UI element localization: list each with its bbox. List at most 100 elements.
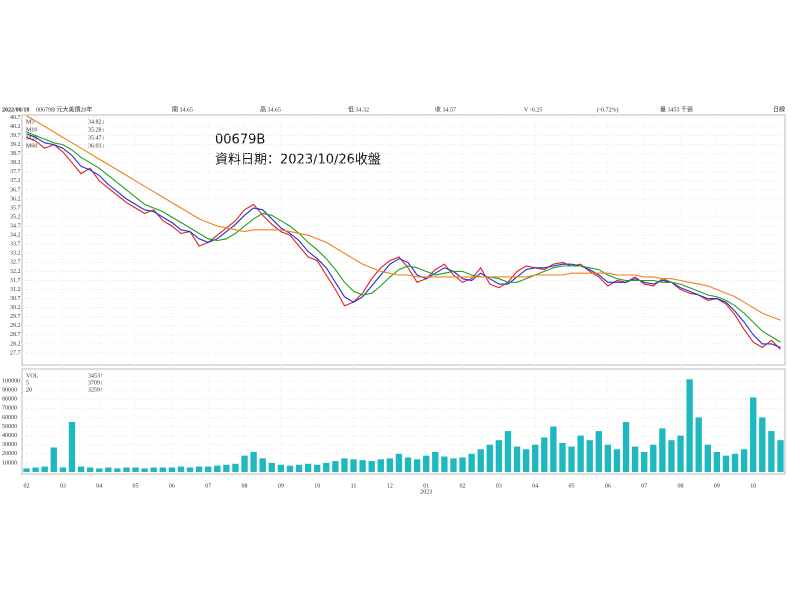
volume-bar — [541, 437, 548, 472]
volume-tick-label: 100000 — [2, 378, 20, 384]
volume-tick-label: 40000 — [2, 433, 17, 439]
y-tick-label: 27.7 — [10, 350, 21, 356]
volume-bar — [259, 458, 266, 472]
price-frame — [21, 114, 786, 366]
volume-bar — [668, 440, 675, 472]
volume-bar — [659, 428, 666, 472]
volume-bar — [314, 464, 321, 472]
volume-bar — [350, 459, 357, 472]
x-tick-label: 09 — [714, 483, 720, 489]
volume-bar — [86, 467, 94, 472]
ma-line — [26, 136, 781, 350]
volume-legend: 5 — [26, 380, 29, 386]
x-tick-label: 04 — [96, 483, 102, 489]
y-tick-label: 30.2 — [10, 305, 21, 311]
y-tick-label: 31.7 — [10, 278, 21, 284]
header-item: 日線 — [773, 105, 785, 113]
volume-bar — [223, 464, 230, 472]
y-tick-label: 28.2 — [10, 341, 21, 347]
volume-bar — [395, 453, 403, 472]
y-tick-label: 32.2 — [10, 269, 21, 275]
header-item: 2022/08/18 — [2, 107, 29, 113]
volume-legend: 3709↓ — [88, 380, 103, 386]
volume-bar — [595, 431, 602, 472]
volume-bar — [96, 468, 103, 472]
volume-tick-label: 50000 — [2, 424, 17, 430]
volume-bar — [32, 467, 39, 472]
x-tick-label: 05 — [569, 483, 575, 489]
y-tick-label: 40.2 — [10, 124, 21, 130]
volume-bar — [722, 455, 730, 472]
volume-legend: 20 — [26, 387, 32, 393]
volume-bar — [177, 466, 185, 472]
volume-tick-label: 20000 — [2, 451, 17, 457]
legend-value: 36.03↓ — [88, 143, 105, 149]
volume-bar — [704, 444, 711, 472]
volume-bar — [250, 452, 257, 472]
volume-bar — [386, 458, 394, 472]
volume-bar — [59, 467, 67, 472]
y-tick-label: 36.7 — [10, 187, 21, 193]
header-item: 00679B 元大美債20年 — [36, 105, 93, 113]
volume-bar — [577, 435, 584, 472]
volume-bar — [441, 456, 448, 472]
legend-name: M5 — [26, 119, 34, 125]
volume-bar — [468, 453, 475, 472]
volume-bar — [432, 452, 439, 472]
header-item: 量 3453 千張 — [660, 105, 693, 113]
volume-bar — [404, 457, 412, 472]
legend-name: M10 — [26, 127, 37, 133]
volume-bar — [268, 462, 275, 472]
volume-bar — [650, 444, 657, 472]
volume-bar — [341, 458, 348, 472]
x-tick-label: 02 — [460, 483, 466, 489]
volume-bar — [323, 462, 330, 472]
volume-bar — [195, 466, 203, 472]
volume-legend: 3453↑ — [88, 373, 103, 379]
volume-tick-label: 80000 — [2, 397, 17, 403]
volume-bar — [77, 466, 85, 472]
y-tick-label: 33.7 — [10, 242, 21, 248]
y-tick-label: 31.2 — [10, 287, 21, 293]
x-tick-label: 11 — [351, 483, 357, 489]
y-tick-label: 35.2 — [10, 214, 21, 220]
x-tick-label: 03 — [496, 483, 502, 489]
volume-bar — [186, 467, 194, 472]
volume-bar — [459, 457, 466, 472]
volume-bar — [740, 449, 748, 472]
volume-bar — [513, 446, 521, 472]
header-item: (-0.72%) — [597, 106, 619, 113]
volume-bar — [559, 442, 566, 472]
volume-bar — [777, 440, 784, 472]
header-item: V -0.25 — [524, 107, 542, 113]
volume-tick-label: 70000 — [2, 406, 17, 412]
volume-bar — [532, 444, 539, 472]
volume-bar — [150, 467, 157, 472]
volume-bar — [304, 463, 312, 472]
volume-bar — [68, 422, 76, 472]
volume-bar — [23, 468, 30, 472]
volume-bar — [731, 453, 739, 472]
x-tick-label: 06 — [605, 483, 611, 489]
x-tick-label: 07 — [205, 483, 211, 489]
volume-tick-label: 10000 — [2, 460, 17, 466]
legend-name: M20 — [26, 135, 37, 141]
x-tick-label: 02 — [24, 483, 30, 489]
y-tick-label: 39.7 — [10, 133, 21, 139]
x-tick-label: 08 — [678, 483, 684, 489]
volume-bar — [232, 463, 239, 472]
y-tick-label: 38.7 — [10, 151, 21, 157]
chart-subtitle: 資料日期：2023/10/26收盤 — [215, 153, 381, 168]
x-tick-label: 09 — [278, 483, 284, 489]
volume-tick-label: 90000 — [2, 388, 17, 394]
volume-bar — [41, 466, 48, 472]
volume-bar — [205, 466, 212, 472]
y-tick-label: 33.2 — [10, 251, 21, 257]
volume-bar — [622, 422, 630, 472]
volume-bar — [586, 440, 593, 472]
x-tick-label: 12 — [387, 483, 393, 489]
volume-bar — [477, 449, 484, 472]
volume-bar — [768, 431, 775, 472]
ma-line — [26, 115, 781, 321]
volume-bar — [377, 459, 384, 472]
